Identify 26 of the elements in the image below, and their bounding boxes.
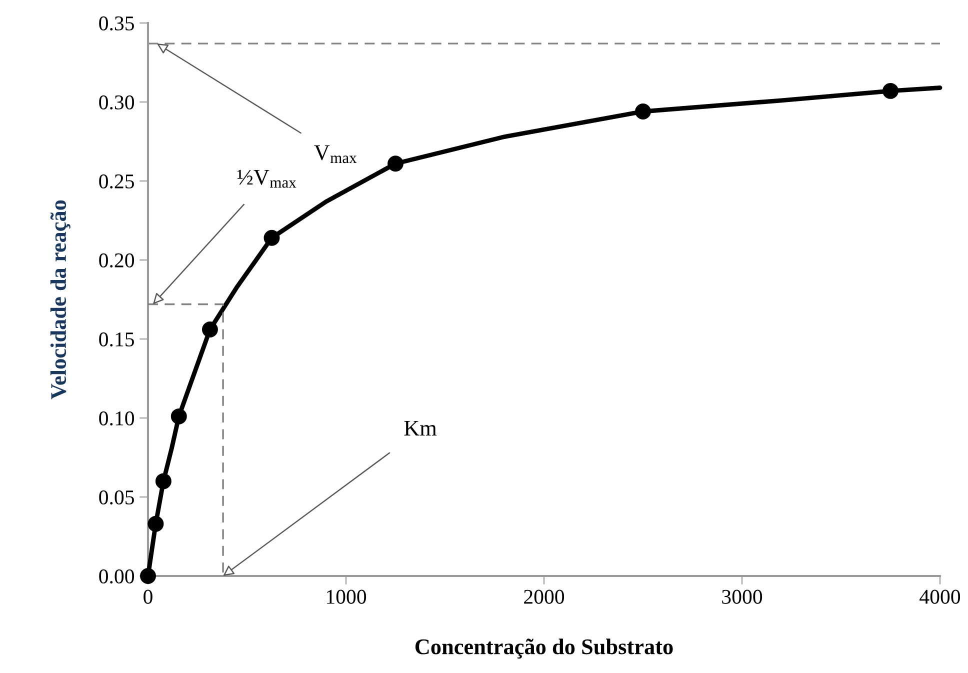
point [264, 230, 280, 246]
x-tick-label: 3000 [722, 590, 762, 604]
annotation: Km [404, 420, 437, 436]
point [882, 82, 898, 99]
point [155, 473, 172, 490]
y-tick-label: 0.35 [99, 16, 134, 31]
point [635, 104, 651, 120]
annotation: ½V$_{max}$ [237, 170, 296, 188]
y-tick-label: 0.00 [99, 569, 134, 584]
y-tick-label: 0.15 [99, 332, 134, 347]
x-tick-label: 2000 [524, 590, 564, 604]
y-tick-label: 0.25 [99, 174, 134, 189]
point [202, 322, 218, 338]
y-tick-label: 0.05 [99, 490, 134, 505]
y-tick-label: 0.20 [99, 253, 134, 268]
annotation: V$_{max}$ [314, 145, 357, 164]
x-axis-title: Concentração do Substrato [415, 638, 673, 659]
y-tick-label: 0.10 [99, 411, 134, 426]
x-tick-label: 0 [144, 590, 152, 604]
point [170, 408, 187, 424]
y-axis-title: Velocidade da reação [50, 200, 70, 400]
x-tick-label: 1000 [327, 590, 366, 604]
x-tick-label: 4000 [920, 590, 960, 604]
y-tick-label: 0.30 [99, 95, 134, 110]
point [388, 156, 404, 172]
point [148, 516, 164, 532]
